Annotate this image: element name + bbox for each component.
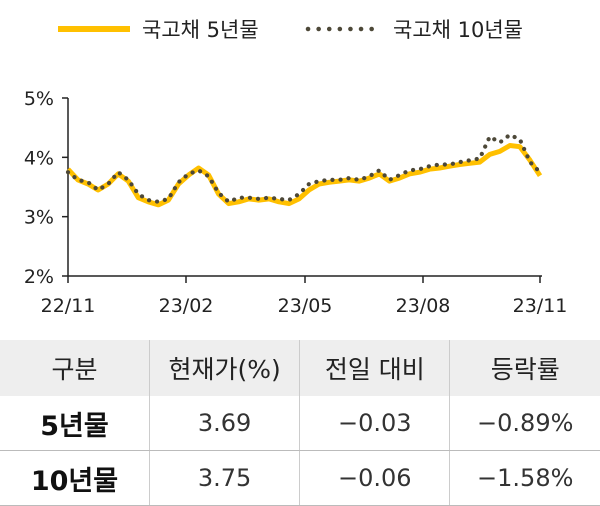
x-tick-label: 23/02: [159, 295, 214, 317]
axes: 2% 3% 4% 5% 22/11 23/02 23/05 23/08 23/11: [24, 88, 568, 317]
legend-label-5y: 국고채 5년물: [142, 18, 259, 42]
y-tick-label: 5%: [24, 88, 54, 110]
legend-label-10y: 국고채 10년물: [393, 18, 523, 42]
series-line-5y: [66, 143, 543, 208]
header-current-price: 현재가(%): [148, 340, 300, 396]
cell-rate-5y: −0.89%: [449, 396, 600, 451]
row-label-5y: 5년물: [0, 396, 150, 451]
x-tick-label: 23/11: [513, 295, 568, 317]
y-tick-label: 2%: [24, 266, 54, 288]
yield-line-chart: 국고채 5년물 국고채 10년물 2% 3% 4% 5% 22/11 23/02 23/05…: [24, 18, 568, 317]
cell-current-5y: 3.69: [148, 396, 300, 451]
header-daily-change: 전일 대비: [299, 340, 450, 396]
y-tick-label: 4%: [24, 147, 54, 169]
yield-summary-table: 구분 현재가(%) 전일 대비 등락률 5년물 3.69 −0.03 −0.89…: [0, 340, 600, 506]
legend: 국고채 5년물 국고채 10년물: [58, 18, 523, 42]
header-category: 구분: [0, 340, 150, 396]
cell-rate-10y: −1.58%: [449, 450, 600, 506]
x-tick-label: 22/11: [41, 295, 96, 317]
series-line-10y: [65, 132, 543, 205]
table-header-row: 구분 현재가(%) 전일 대비 등락률: [0, 340, 600, 396]
plot-area: [65, 132, 543, 208]
header-change-rate: 등락률: [449, 340, 600, 396]
cell-current-10y: 3.75: [148, 450, 300, 506]
cell-change-10y: −0.06: [299, 450, 450, 506]
table-row: 10년물 3.75 −0.06 −1.58%: [0, 450, 600, 506]
y-tick-label: 3%: [24, 207, 54, 229]
table-row: 5년물 3.69 −0.03 −0.89%: [0, 396, 600, 451]
cell-change-5y: −0.03: [299, 396, 450, 451]
row-label-10y: 10년물: [0, 450, 150, 506]
x-tick-label: 23/08: [396, 295, 451, 317]
x-tick-label: 23/05: [278, 295, 333, 317]
